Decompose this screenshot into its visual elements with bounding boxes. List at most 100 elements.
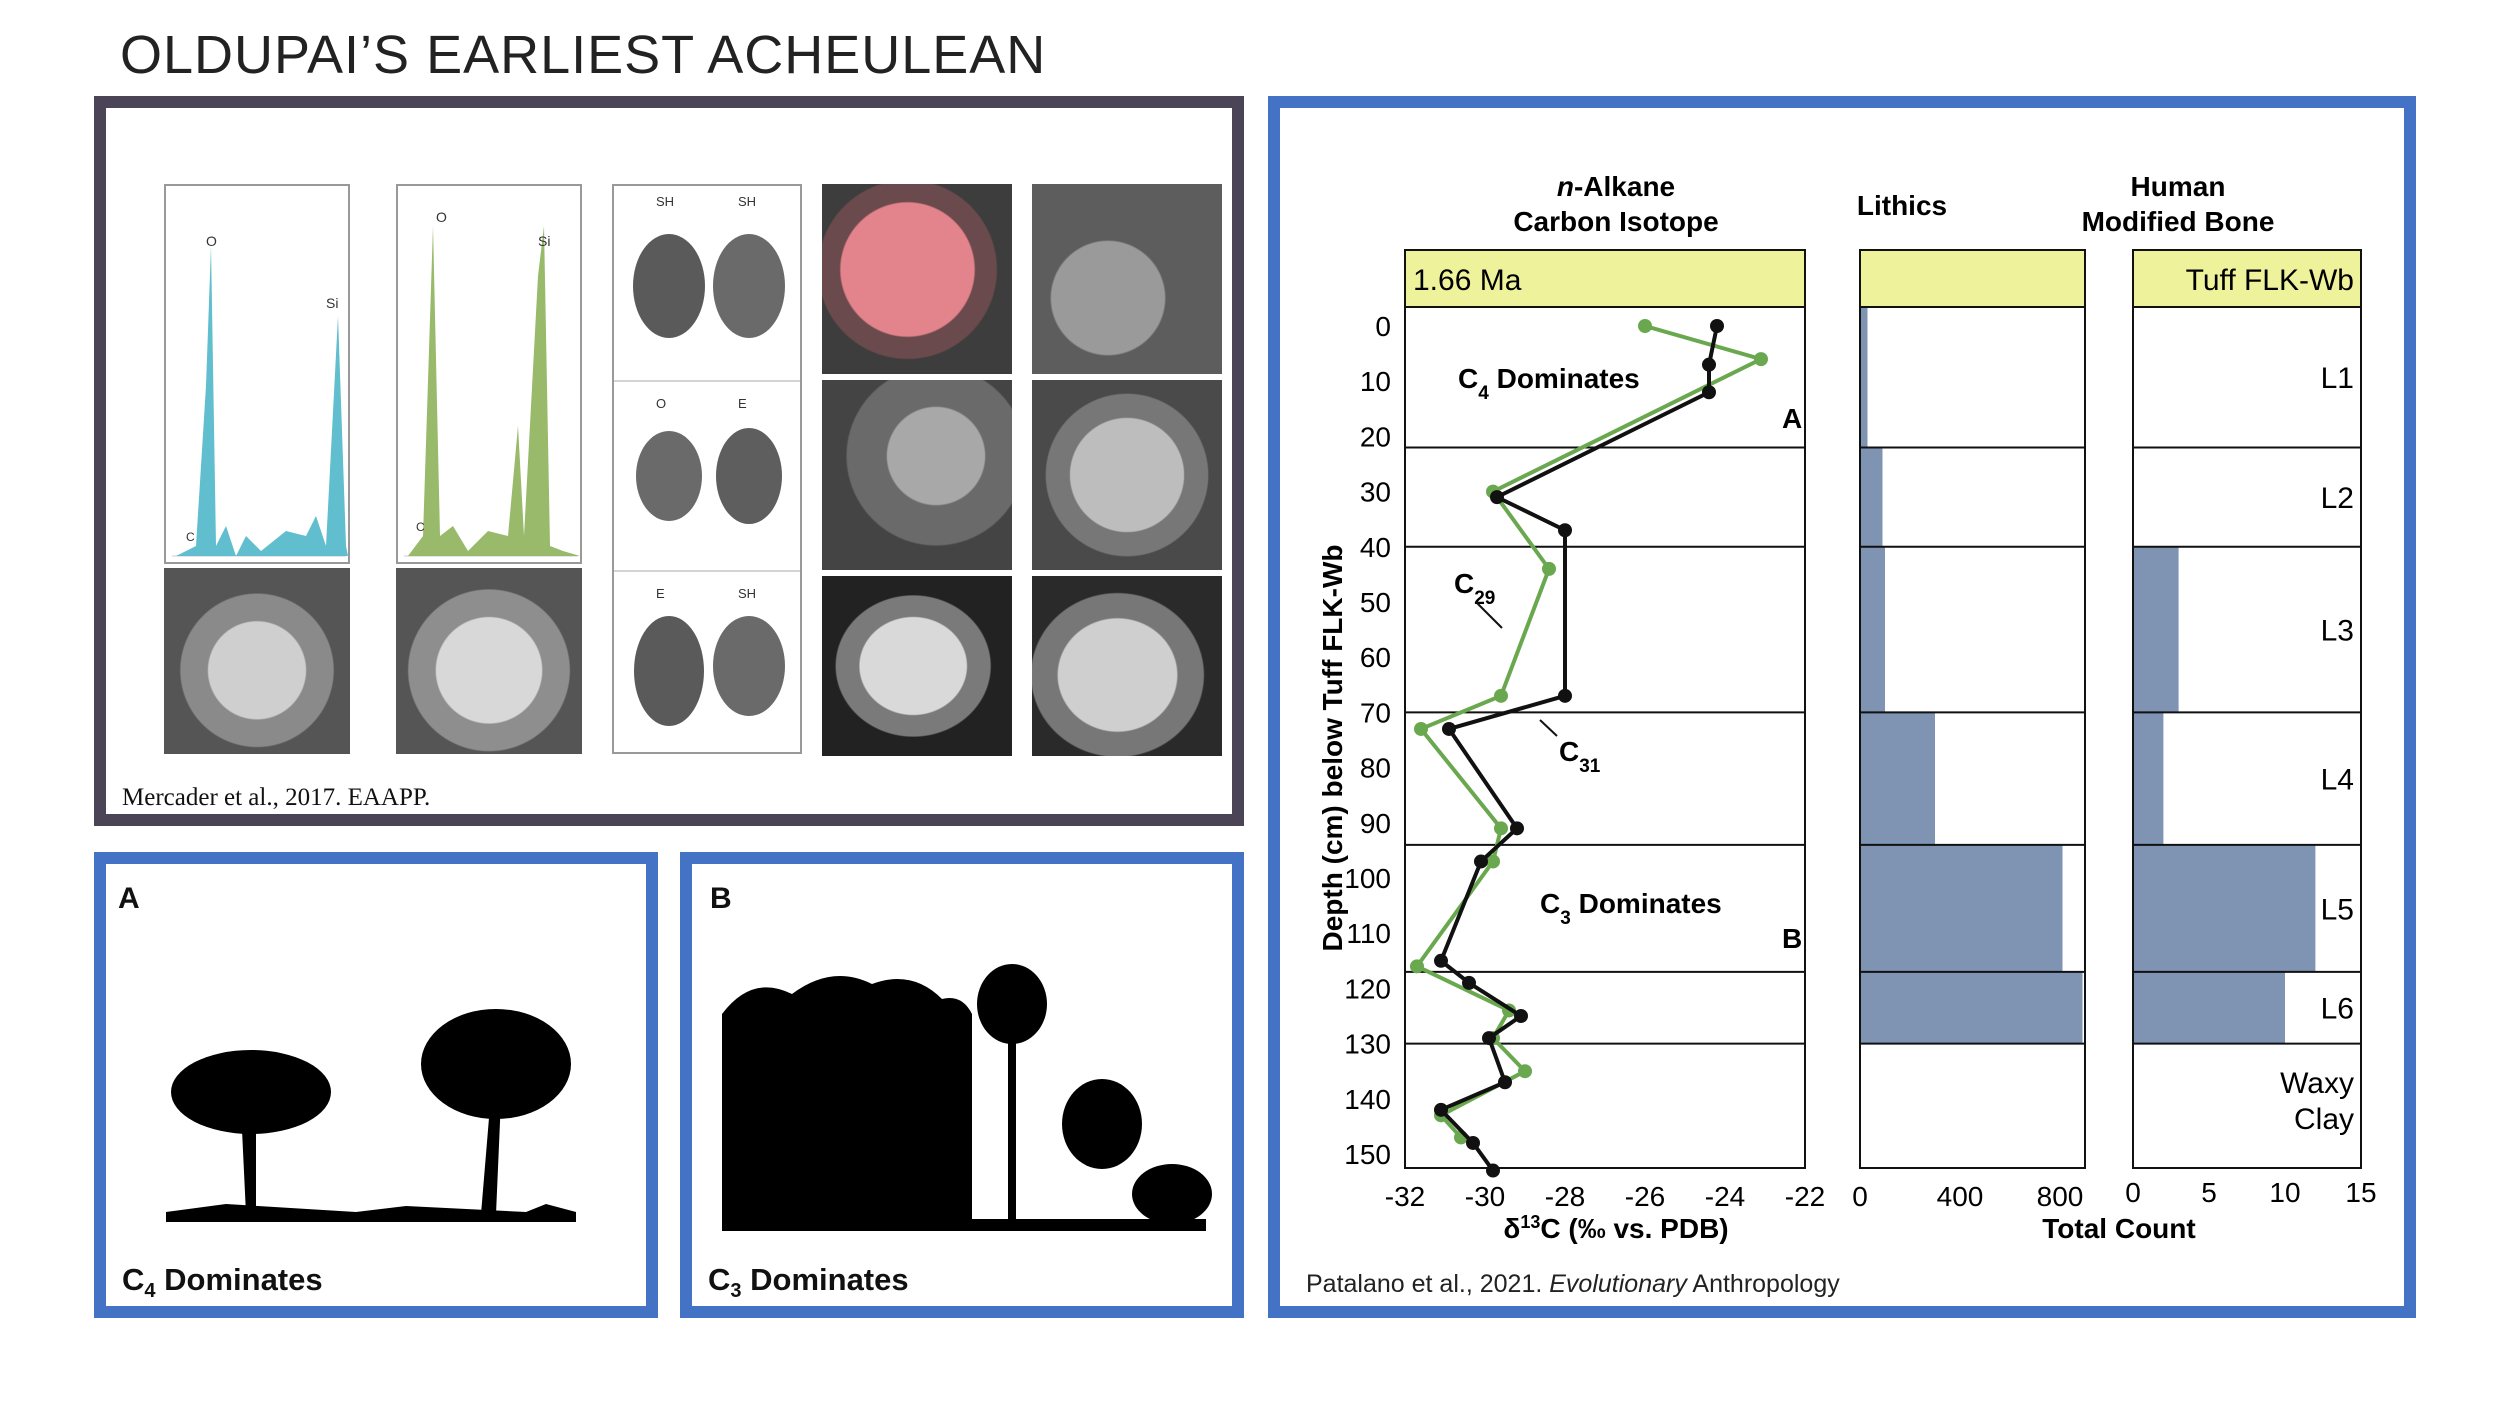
x-axis-label: δ13C (‰ vs. PDB) — [1503, 1212, 1728, 1244]
lithics-frame — [1859, 306, 2086, 1169]
sem-image-a — [164, 568, 350, 754]
y-tick-label: 30 — [1360, 477, 1391, 508]
c29-sub: 29 — [1474, 588, 1495, 609]
lithics-header-box — [1859, 249, 2086, 308]
y-tick-label: 60 — [1360, 642, 1391, 673]
x-tick-label: -30 — [1465, 1181, 1505, 1212]
c29-main: C — [1454, 568, 1474, 599]
phytolith-column: SH SH O E E SH — [612, 184, 802, 754]
data-point-c29 — [1518, 1064, 1532, 1079]
total-count-label: Total Count — [2042, 1213, 2195, 1244]
x-tick-label: -28 — [1545, 1181, 1585, 1212]
sem-image-f — [822, 380, 1012, 570]
lithics-bar — [1860, 307, 1868, 448]
phytolith-column-plot: SH SH O E E SH — [614, 194, 800, 726]
lithics-bar — [1860, 712, 1935, 845]
phytolith-label: E — [656, 586, 665, 601]
lithics-bars — [1860, 307, 2083, 1044]
y-tick-label: 20 — [1360, 421, 1391, 452]
bone-bar — [2133, 546, 2179, 713]
data-point-c31 — [1466, 1135, 1480, 1150]
layer-boundaries — [1405, 446, 1805, 1045]
layer-label: L4 — [2321, 764, 2354, 797]
panel-letter-b: B — [710, 882, 732, 915]
waxy-clay-line1: Waxy — [2280, 1067, 2354, 1100]
y-tick-label: 110 — [1346, 918, 1391, 949]
eds-spectrum-a-plot: O Si C — [172, 233, 348, 557]
y-tick-label: 50 — [1360, 587, 1391, 618]
peak-label: O — [206, 233, 217, 249]
x-tick-label: -24 — [1705, 1181, 1745, 1212]
data-point-c31 — [1558, 688, 1572, 703]
lithics-bar — [1860, 971, 2083, 1044]
caption-a-rest: Dominates — [155, 1262, 323, 1297]
bone-bar — [2133, 712, 2164, 845]
data-point-c31 — [1490, 490, 1504, 505]
sem-image-d — [822, 184, 1012, 374]
layer-label: L6 — [2321, 993, 2354, 1026]
data-point-c31 — [1434, 953, 1448, 968]
y-tick-label: 10 — [1360, 366, 1391, 397]
x-axis-label-sup: 13 — [1520, 1212, 1540, 1232]
y-tick-label: 70 — [1360, 697, 1391, 728]
lithics-x-tick-label: 0 — [1852, 1181, 1868, 1212]
caption-a: C4 Dominates — [122, 1262, 323, 1303]
forest-silhouette — [722, 964, 1212, 1231]
caption-b: C3 Dominates — [708, 1262, 909, 1303]
isotope-title-rest: -Alkane — [1574, 171, 1675, 202]
bone-title-line1: Human — [2131, 171, 2226, 202]
bone-x-tick-label: 15 — [2345, 1177, 2376, 1208]
waxy-clay-line2: Clay — [2294, 1103, 2354, 1136]
eds-spectrum-a: O Si C — [164, 184, 350, 564]
isotope-title-line1: n-Alkane — [1557, 171, 1675, 202]
bone-bar — [2133, 971, 2285, 1044]
y-tick-label: 80 — [1360, 753, 1391, 784]
data-point-c31 — [1710, 319, 1724, 333]
data-point-c29 — [1494, 821, 1508, 836]
peak-label: Si — [326, 295, 338, 311]
y-tick-label: 0 — [1375, 311, 1391, 342]
y-tick-label: 90 — [1360, 808, 1391, 839]
caption-b-main: C — [708, 1262, 731, 1297]
phytolith-label: E — [738, 396, 747, 411]
caption-b-rest: Dominates — [741, 1262, 909, 1297]
sem-image-i — [1032, 576, 1222, 756]
c31-leader-line — [1539, 719, 1558, 737]
data-point-c31 — [1486, 1163, 1500, 1178]
sem-image-b — [396, 568, 582, 754]
phytolith-label: SH — [656, 194, 674, 209]
data-point-c29 — [1542, 561, 1556, 576]
data-point-c29 — [1414, 721, 1428, 736]
c3-dominates-annotation: C3 Dominates — [1540, 888, 1722, 929]
y-tick-label: 130 — [1344, 1029, 1391, 1060]
data-point-c31 — [1482, 1031, 1496, 1046]
data-point-c31 — [1434, 1102, 1448, 1117]
micrograph-panel: O Si C O Si C SH SH O E E SH — [94, 96, 1244, 826]
stratigraphic-chart: n-Alkane Carbon Isotope 1.66 Ma Depth (c… — [1317, 171, 2377, 1244]
peak-label: O — [436, 209, 447, 225]
c31-label: C31 — [1559, 736, 1601, 777]
peak-label: C — [416, 520, 425, 534]
peak-label: Si — [538, 233, 550, 249]
layer-labels: L1 L2 L3 L4 L5 L6 — [2321, 362, 2354, 1026]
lithics-title: Lithics — [1857, 190, 1947, 221]
bone-x-tick-label: 0 — [2125, 1177, 2141, 1208]
isotope-title-italic: n — [1557, 171, 1574, 202]
landscape-panel-b: B C3 Dominates — [680, 852, 1244, 1318]
chart-citation-suffix: Anthropology — [1686, 1270, 1840, 1298]
bone-header-label: Tuff FLK-Wb — [2186, 264, 2354, 297]
panel-letter-a: A — [118, 882, 140, 915]
data-point-c31 — [1558, 523, 1572, 538]
landscape-panel-a: A C4 Dominates — [94, 852, 658, 1318]
bone-bar — [2133, 844, 2316, 972]
data-point-c29 — [1638, 319, 1652, 333]
layer-label: L2 — [2321, 482, 2354, 515]
bone-x-ticks: 0 5 10 15 — [2125, 1177, 2376, 1208]
y-tick-label: 150 — [1344, 1139, 1391, 1170]
y-tick-label: 100 — [1344, 863, 1391, 894]
x-tick-label: -22 — [1785, 1181, 1825, 1212]
phytolith-label: O — [656, 396, 666, 411]
savanna-silhouette — [166, 1009, 576, 1222]
caption-a-sub: 4 — [144, 1280, 156, 1303]
sem-image-h — [822, 576, 1012, 756]
